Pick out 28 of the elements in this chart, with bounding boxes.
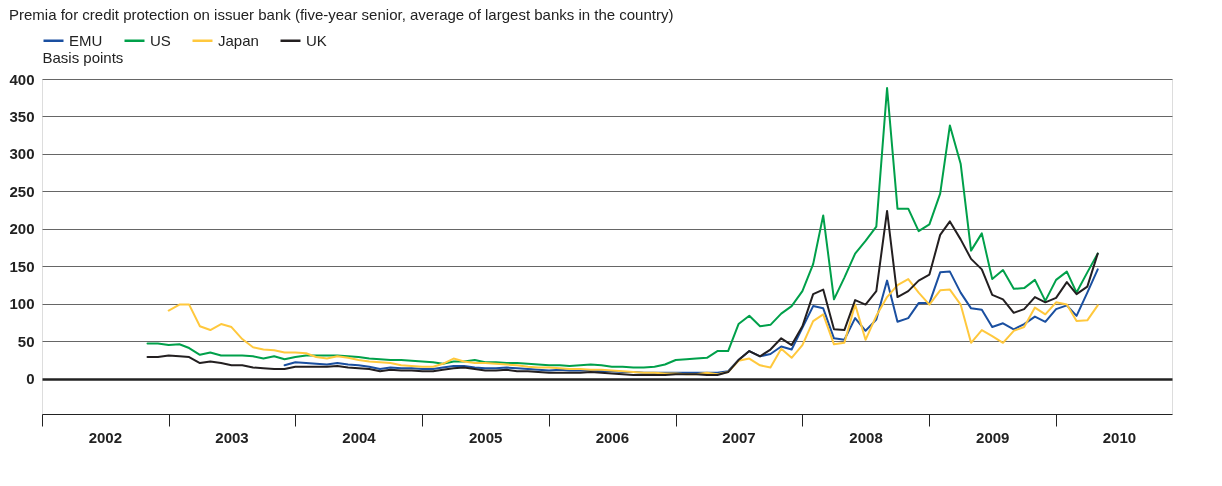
y-tick-label: 50 — [17, 332, 35, 350]
y-tick-label: 100 — [9, 295, 35, 313]
line-series — [146, 209, 1099, 377]
legend-label: Japan — [218, 31, 259, 49]
x-tick-label: 2007 — [722, 428, 756, 446]
x-tick-label: 2003 — [215, 428, 249, 446]
y-tick-label: 300 — [9, 145, 35, 163]
line-series — [283, 268, 1099, 374]
legend-label: US — [150, 31, 171, 49]
line-series — [167, 278, 1099, 376]
x-tick-label: 2009 — [976, 428, 1010, 446]
y-tick-label: 0 — [26, 370, 35, 388]
x-tick-label: 2008 — [849, 428, 883, 446]
x-tick-label: 2002 — [88, 428, 122, 446]
y-tick-label: 400 — [9, 70, 35, 88]
x-tick-label: 2004 — [342, 428, 377, 446]
y-tick-label: 350 — [9, 107, 35, 125]
y-tick-label: 200 — [9, 220, 35, 238]
legend-label: EMU — [69, 31, 103, 49]
y-axis-title: Basis points — [42, 48, 124, 66]
line-series — [146, 86, 1099, 369]
chart-title: Premia for credit protection on issuer bank (five-year senior, average of largest banks in the country) — [8, 6, 674, 23]
legend-label: UK — [306, 31, 327, 49]
x-tick-label: 2006 — [595, 428, 630, 446]
y-tick-label: 250 — [9, 182, 35, 200]
x-tick-label: 2010 — [1102, 428, 1137, 446]
y-tick-label: 150 — [9, 257, 35, 275]
x-tick-label: 2005 — [469, 428, 503, 446]
